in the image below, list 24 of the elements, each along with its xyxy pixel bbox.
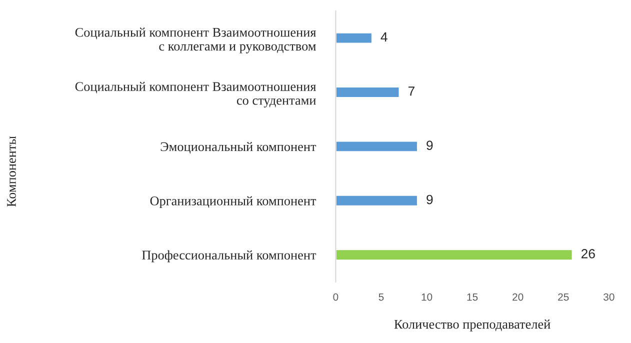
x-tick-label: 15 xyxy=(467,293,478,301)
x-tick-label: 0 xyxy=(333,293,338,301)
bar xyxy=(336,32,373,44)
bar xyxy=(336,194,418,207)
data-label: 26 xyxy=(581,249,595,258)
data-label: 9 xyxy=(426,194,433,204)
data-label: 4 xyxy=(380,32,388,42)
data-label: 9 xyxy=(426,140,433,150)
bar xyxy=(336,140,418,153)
x-tick-label: 25 xyxy=(558,293,569,301)
bar xyxy=(336,248,574,261)
bar xyxy=(336,86,400,98)
y-tick-label: Профессиональный компонент xyxy=(142,250,316,262)
data-label: 7 xyxy=(408,86,414,96)
x-tick-label: 20 xyxy=(512,293,524,301)
x-axis-title: Количество преподавателей xyxy=(394,320,550,332)
y-axis-title: Компоненты xyxy=(7,136,16,207)
x-tick-label: 30 xyxy=(604,293,614,301)
y-tick-label: Социальный компонент Взаимоотношения со студентами xyxy=(75,82,316,108)
y-tick-label: Эмоциональный компонент xyxy=(160,142,316,154)
x-tick-label: 10 xyxy=(422,293,432,301)
y-tick-label: Организационный компонент xyxy=(150,196,316,208)
y-tick-label: Социальный компонент Взаимоотношения с коллегами и руководством xyxy=(75,28,316,54)
x-tick-label: 5 xyxy=(378,293,384,301)
